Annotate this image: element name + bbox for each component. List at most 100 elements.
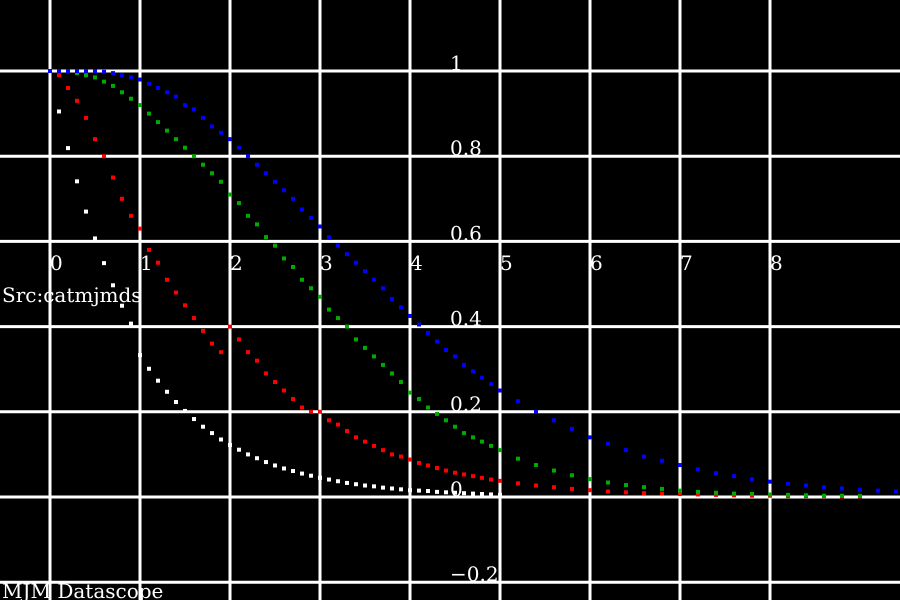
data-point xyxy=(624,483,628,488)
data-point xyxy=(111,283,115,288)
data-point xyxy=(390,452,394,457)
data-point xyxy=(66,86,70,91)
data-point xyxy=(345,480,349,485)
data-point xyxy=(768,492,772,497)
data-point xyxy=(408,457,412,462)
data-point xyxy=(246,154,250,159)
data-point xyxy=(498,388,502,393)
data-point xyxy=(84,69,88,73)
data-point xyxy=(300,405,304,410)
data-point xyxy=(102,79,106,84)
data-point xyxy=(381,362,385,367)
data-point xyxy=(624,448,628,453)
data-point xyxy=(444,468,448,473)
data-point xyxy=(606,480,610,485)
data-point xyxy=(120,303,124,308)
data-point xyxy=(75,69,79,73)
data-point xyxy=(606,489,610,494)
data-point xyxy=(111,71,115,76)
data-point xyxy=(363,269,367,274)
data-point xyxy=(120,90,124,95)
data-point xyxy=(444,418,448,423)
data-point xyxy=(147,111,151,116)
data-point xyxy=(129,96,133,101)
data-point xyxy=(399,379,403,384)
data-point xyxy=(417,397,421,402)
x-tick-label: 3 xyxy=(320,251,333,275)
data-point xyxy=(138,77,142,82)
data-point xyxy=(552,468,556,473)
data-point xyxy=(309,215,313,220)
data-point xyxy=(183,303,187,308)
data-point xyxy=(291,196,295,201)
data-point xyxy=(336,479,340,484)
data-point xyxy=(201,162,205,167)
y-tick-label: 0.4 xyxy=(450,307,482,331)
data-point xyxy=(642,491,646,496)
data-point xyxy=(435,411,439,416)
data-point xyxy=(255,358,259,363)
data-point xyxy=(408,313,412,318)
data-point xyxy=(453,354,457,359)
data-point xyxy=(696,492,700,497)
data-point xyxy=(120,196,124,201)
data-point xyxy=(309,473,313,478)
data-point xyxy=(435,466,439,471)
data-point xyxy=(327,477,331,482)
data-point xyxy=(417,488,421,493)
data-point xyxy=(804,483,808,488)
data-point xyxy=(876,488,880,493)
x-tick-label: 4 xyxy=(410,251,423,275)
data-point xyxy=(93,236,97,241)
data-point xyxy=(372,484,376,489)
data-point xyxy=(399,487,403,492)
x-tick-label: 5 xyxy=(500,251,513,275)
data-point xyxy=(93,69,97,73)
data-point xyxy=(210,124,214,129)
data-point xyxy=(156,86,160,91)
data-point xyxy=(183,408,187,413)
data-point xyxy=(642,454,646,459)
data-point xyxy=(408,390,412,395)
data-point xyxy=(228,443,232,448)
data-point xyxy=(768,479,772,484)
data-point xyxy=(300,207,304,212)
x-tick-label: 1 xyxy=(140,251,153,275)
data-point xyxy=(390,296,394,301)
data-point xyxy=(282,256,286,261)
data-point xyxy=(336,422,340,427)
data-point xyxy=(444,348,448,353)
data-point xyxy=(201,115,205,120)
data-point xyxy=(237,145,241,150)
data-point xyxy=(318,475,322,480)
data-point xyxy=(453,470,457,475)
data-point xyxy=(156,378,160,383)
data-point xyxy=(363,439,367,444)
data-point xyxy=(129,321,133,326)
data-point xyxy=(273,179,277,184)
data-point xyxy=(822,493,826,498)
data-point xyxy=(327,307,331,312)
y-tick-label: 1 xyxy=(450,51,463,75)
data-point xyxy=(660,491,664,496)
data-point xyxy=(696,467,700,472)
data-point xyxy=(372,354,376,359)
footer-label: MJM Datascope xyxy=(2,579,163,600)
data-point xyxy=(444,490,448,495)
data-point xyxy=(66,69,70,73)
data-point xyxy=(264,171,268,176)
data-point xyxy=(462,472,466,477)
data-point xyxy=(93,75,97,80)
data-point xyxy=(840,493,844,498)
data-point xyxy=(183,103,187,108)
series-3 xyxy=(48,69,898,494)
data-point xyxy=(489,477,493,482)
data-point xyxy=(201,328,205,333)
data-point xyxy=(156,260,160,265)
data-point xyxy=(498,448,502,453)
data-point xyxy=(120,73,124,78)
data-point xyxy=(147,247,151,252)
data-point xyxy=(138,226,142,231)
data-point xyxy=(750,492,754,497)
